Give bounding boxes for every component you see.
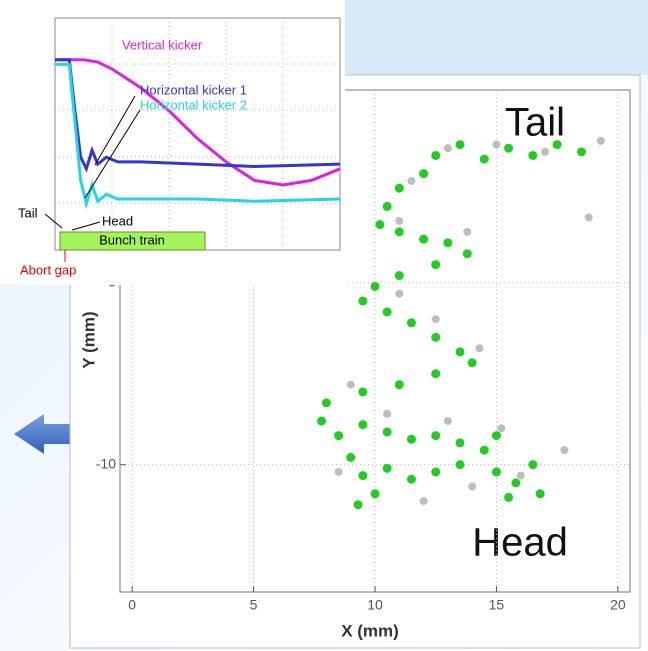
point — [492, 467, 501, 476]
point — [358, 471, 367, 480]
point — [375, 220, 384, 229]
point — [334, 431, 343, 440]
point — [420, 497, 428, 505]
point — [480, 155, 489, 164]
point — [431, 369, 440, 378]
point — [335, 468, 343, 476]
series-label: Horizontal kicker 1 — [140, 82, 247, 97]
point — [395, 227, 404, 236]
point — [560, 446, 568, 454]
y-axis-label: Y (mm) — [79, 311, 98, 368]
y-tick-label: -10 — [96, 455, 116, 471]
x-tick-label: 10 — [367, 597, 383, 613]
point — [468, 483, 476, 491]
point — [407, 177, 415, 185]
point — [456, 140, 465, 149]
head-label: Head — [102, 213, 133, 228]
x-tick-label: 15 — [489, 597, 505, 613]
bunch-train-label: Bunch train — [99, 232, 165, 247]
tail-label: Tail — [18, 205, 38, 220]
point — [383, 307, 392, 316]
series-label: Vertical kicker — [122, 37, 203, 52]
point — [371, 282, 380, 291]
point — [322, 398, 331, 407]
point — [419, 169, 428, 178]
tail-annotation: Tail — [505, 101, 565, 145]
point — [407, 318, 416, 327]
point — [585, 213, 593, 221]
scope-inset: Bunch train Tail Head Abort gap Vertical… — [0, 0, 345, 285]
point — [347, 381, 355, 389]
point — [528, 460, 537, 469]
point — [463, 228, 471, 236]
slide: X (mm) Y (mm) Tail Head 05101520-10-5 Bu… — [0, 0, 648, 651]
point — [419, 235, 428, 244]
point — [407, 475, 416, 484]
header-band — [345, 0, 648, 75]
point — [511, 478, 520, 487]
point — [431, 260, 440, 269]
point — [395, 184, 404, 193]
point — [383, 427, 392, 436]
point — [597, 137, 605, 145]
point — [432, 315, 440, 323]
point — [383, 202, 392, 211]
point — [358, 420, 367, 429]
point — [480, 446, 489, 455]
point — [346, 453, 355, 462]
abort-gap-label: Abort gap — [20, 262, 76, 277]
point — [517, 472, 525, 480]
series-label: Horizontal kicker 2 — [140, 97, 247, 112]
point — [456, 460, 465, 469]
point — [431, 431, 440, 440]
point — [395, 380, 404, 389]
point — [371, 489, 380, 498]
point — [456, 438, 465, 447]
point — [504, 493, 513, 502]
point — [383, 464, 392, 473]
x-axis-label: X (mm) — [341, 621, 399, 640]
point — [475, 344, 483, 352]
point — [497, 424, 505, 432]
point — [354, 500, 363, 509]
point — [463, 249, 472, 258]
point — [395, 217, 403, 225]
point — [407, 435, 416, 444]
x-tick-label: 0 — [128, 597, 136, 613]
point — [431, 333, 440, 342]
point — [395, 290, 403, 298]
point — [431, 467, 440, 476]
point — [536, 489, 545, 498]
point — [504, 144, 513, 153]
point — [444, 417, 452, 425]
point — [553, 140, 562, 149]
point — [443, 238, 452, 247]
point — [431, 151, 440, 160]
point — [395, 271, 404, 280]
point — [317, 417, 326, 426]
point — [492, 141, 500, 149]
head-annotation: Head — [472, 521, 568, 565]
point — [528, 151, 537, 160]
x-tick-label: 20 — [610, 597, 626, 613]
point — [468, 358, 477, 367]
point — [444, 144, 452, 152]
point — [577, 147, 586, 156]
point — [541, 148, 549, 156]
point — [358, 296, 367, 305]
point — [492, 431, 501, 440]
point — [383, 410, 391, 418]
x-tick-label: 5 — [250, 597, 258, 613]
point — [456, 347, 465, 356]
point — [358, 387, 367, 396]
